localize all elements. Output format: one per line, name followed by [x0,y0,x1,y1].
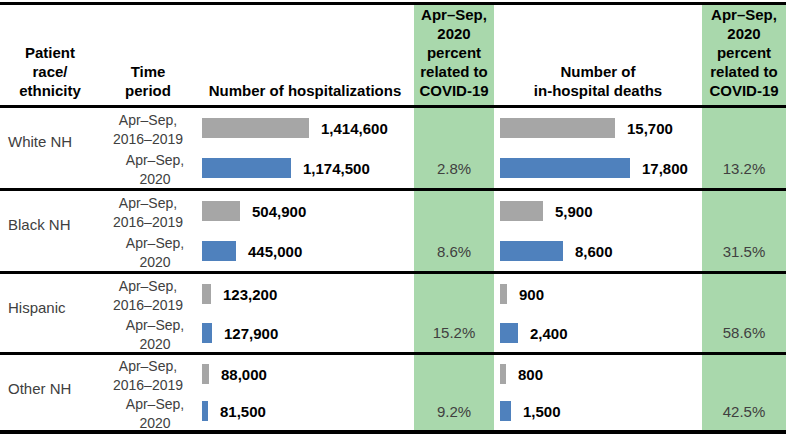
covid-pct-deaths-value: 13.2% [702,148,786,188]
in-hospital-deaths-bar-baseline: 900 [500,284,507,304]
race-ethnicity-label: Hispanic [0,274,100,352]
covid-pct-deaths-cell: 58.6% [702,274,786,352]
hospitalizations-bars-cell: 1,414,600 1,174,500 [196,108,414,188]
in-hospital-deaths-bar-pandemic: 1,500 [500,401,511,421]
covid-pct-deaths-empty [702,355,786,393]
in-hospital-deaths-bars-cell: 800 1,500 [494,355,702,430]
time-period-baseline-label: Apr–Sep, 2016–2019 [100,276,196,315]
in-hospital-deaths-bars-cell: 15,700 17,800 [494,108,702,188]
in-hospital-deaths-value-label: 2,400 [530,324,568,341]
in-hospital-deaths-bar-baseline: 15,700 [500,118,615,138]
covid-pct-deaths-cell: 42.5% [702,355,786,430]
in-hospital-deaths-value-label: 900 [519,285,544,302]
covid-pct-hospitalizations-cell: 9.2% [414,355,494,430]
time-period-cell: Apr–Sep, 2016–2019Apr–Sep, 2020 [100,191,196,271]
race-group-row: White NHApr–Sep, 2016–2019Apr–Sep, 20201… [0,108,786,188]
covid-pct-hospitalizations-value: 15.2% [414,313,494,352]
covid-pct-hospitalizations-value: 8.6% [414,231,494,271]
covid-pct-deaths-value: 58.6% [702,313,786,352]
in-hospital-deaths-value-label: 17,800 [642,160,688,177]
race-ethnicity-label: Black NH [0,191,100,271]
covid-pct-deaths-value: 31.5% [702,231,786,271]
in-hospital-deaths-value-label: 800 [518,365,543,382]
hospitalizations-value-label: 1,414,600 [321,120,388,137]
hospitalizations-value-label: 445,000 [248,243,302,260]
time-period-cell: Apr–Sep, 2016–2019Apr–Sep, 2020 [100,108,196,188]
covid-pct-hospitalizations-empty [414,191,494,231]
header-covid-pct-deaths: Apr–Sep, 2020 percent related to COVID-1… [702,5,786,105]
hospitalizations-bar-pandemic: 127,900 [202,323,212,343]
time-period-pandemic-label: Apr–Sep, 2020 [100,315,196,354]
covid-pct-deaths-value: 42.5% [702,393,786,431]
header-row: Patient race/ ethnicity Time period Numb… [0,5,786,105]
in-hospital-deaths-bar-pandemic: 2,400 [500,323,518,343]
in-hospital-deaths-value-label: 5,900 [555,203,593,220]
hospitalizations-bar-pandemic: 445,000 [202,241,236,261]
hospitalizations-value-label: 504,900 [252,203,306,220]
race-group-row: Black NHApr–Sep, 2016–2019Apr–Sep, 20205… [0,191,786,271]
hospitalizations-value-label: 1,174,500 [303,160,370,177]
in-hospital-deaths-bar-pandemic: 17,800 [500,158,630,178]
header-covid-pct-hospitalizations: Apr–Sep, 2020 percent related to COVID-1… [414,5,494,105]
in-hospital-deaths-bars-cell: 5,900 8,600 [494,191,702,271]
covid-pct-deaths-cell: 13.2% [702,108,786,188]
hospitalizations-bar-baseline: 88,000 [202,364,209,384]
in-hospital-deaths-bars-cell: 900 2,400 [494,274,702,352]
covid-pct-hospitalizations-cell: 15.2% [414,274,494,352]
in-hospital-deaths-value-label: 1,500 [523,403,561,420]
hospitalizations-bar-baseline: 123,200 [202,284,211,304]
hospitalizations-bar-pandemic: 1,174,500 [202,158,291,178]
covid-pct-deaths-empty [702,191,786,231]
race-ethnicity-label: White NH [0,108,100,188]
covid-pct-hospitalizations-empty [414,274,494,313]
hospitalizations-bars-cell: 88,000 81,500 [196,355,414,430]
time-period-pandemic-label: Apr–Sep, 2020 [100,395,196,433]
covid-pct-deaths-cell: 31.5% [702,191,786,271]
covid-pct-hospitalizations-value: 9.2% [414,393,494,431]
covid-pct-hospitalizations-empty [414,108,494,148]
time-period-pandemic-label: Apr–Sep, 2020 [100,233,196,273]
hospitalizations-value-label: 88,000 [221,365,267,382]
race-ethnicity-label: Other NH [0,355,100,430]
in-hospital-deaths-value-label: 8,600 [575,243,613,260]
covid-pct-hospitalizations-value: 2.8% [414,148,494,188]
hospitalizations-value-label: 123,200 [223,285,277,302]
covid-pct-hospitalizations-cell: 2.8% [414,108,494,188]
covid-pct-hospitalizations-empty [414,355,494,393]
hospitalizations-value-label: 81,500 [220,403,266,420]
time-period-pandemic-label: Apr–Sep, 2020 [100,150,196,190]
time-period-baseline-label: Apr–Sep, 2016–2019 [100,110,196,150]
race-group-row: Other NHApr–Sep, 2016–2019Apr–Sep, 20208… [0,355,786,430]
hospitalizations-bar-baseline: 504,900 [202,201,240,221]
header-hospitalizations: Number of hospitalizations [196,5,414,105]
covid-pct-deaths-empty [702,274,786,313]
in-hospital-deaths-bar-pandemic: 8,600 [500,241,563,261]
figure-table: Patient race/ ethnicity Time period Numb… [0,2,786,434]
header-time-period: Time period [100,5,196,105]
hospitalizations-bar-baseline: 1,414,600 [202,118,309,138]
in-hospital-deaths-bar-baseline: 5,900 [500,201,543,221]
time-period-cell: Apr–Sep, 2016–2019Apr–Sep, 2020 [100,355,196,430]
hospitalizations-value-label: 127,900 [224,324,278,341]
hospitalizations-bars-cell: 123,200 127,900 [196,274,414,352]
hospitalizations-bars-cell: 504,900 445,000 [196,191,414,271]
time-period-baseline-label: Apr–Sep, 2016–2019 [100,193,196,233]
time-period-cell: Apr–Sep, 2016–2019Apr–Sep, 2020 [100,274,196,352]
race-group-row: HispanicApr–Sep, 2016–2019Apr–Sep, 20201… [0,274,786,352]
in-hospital-deaths-value-label: 15,700 [627,120,673,137]
in-hospital-deaths-bar-baseline: 800 [500,364,506,384]
covid-pct-hospitalizations-cell: 8.6% [414,191,494,271]
header-race-ethnicity: Patient race/ ethnicity [0,5,100,105]
hospitalizations-bar-pandemic: 81,500 [202,401,208,421]
time-period-baseline-label: Apr–Sep, 2016–2019 [100,357,196,395]
covid-pct-deaths-empty [702,108,786,148]
header-in-hospital-deaths: Number of in-hospital deaths [494,5,702,105]
figure-hospitalizations-deaths-by-race: Patient race/ ethnicity Time period Numb… [0,0,788,439]
